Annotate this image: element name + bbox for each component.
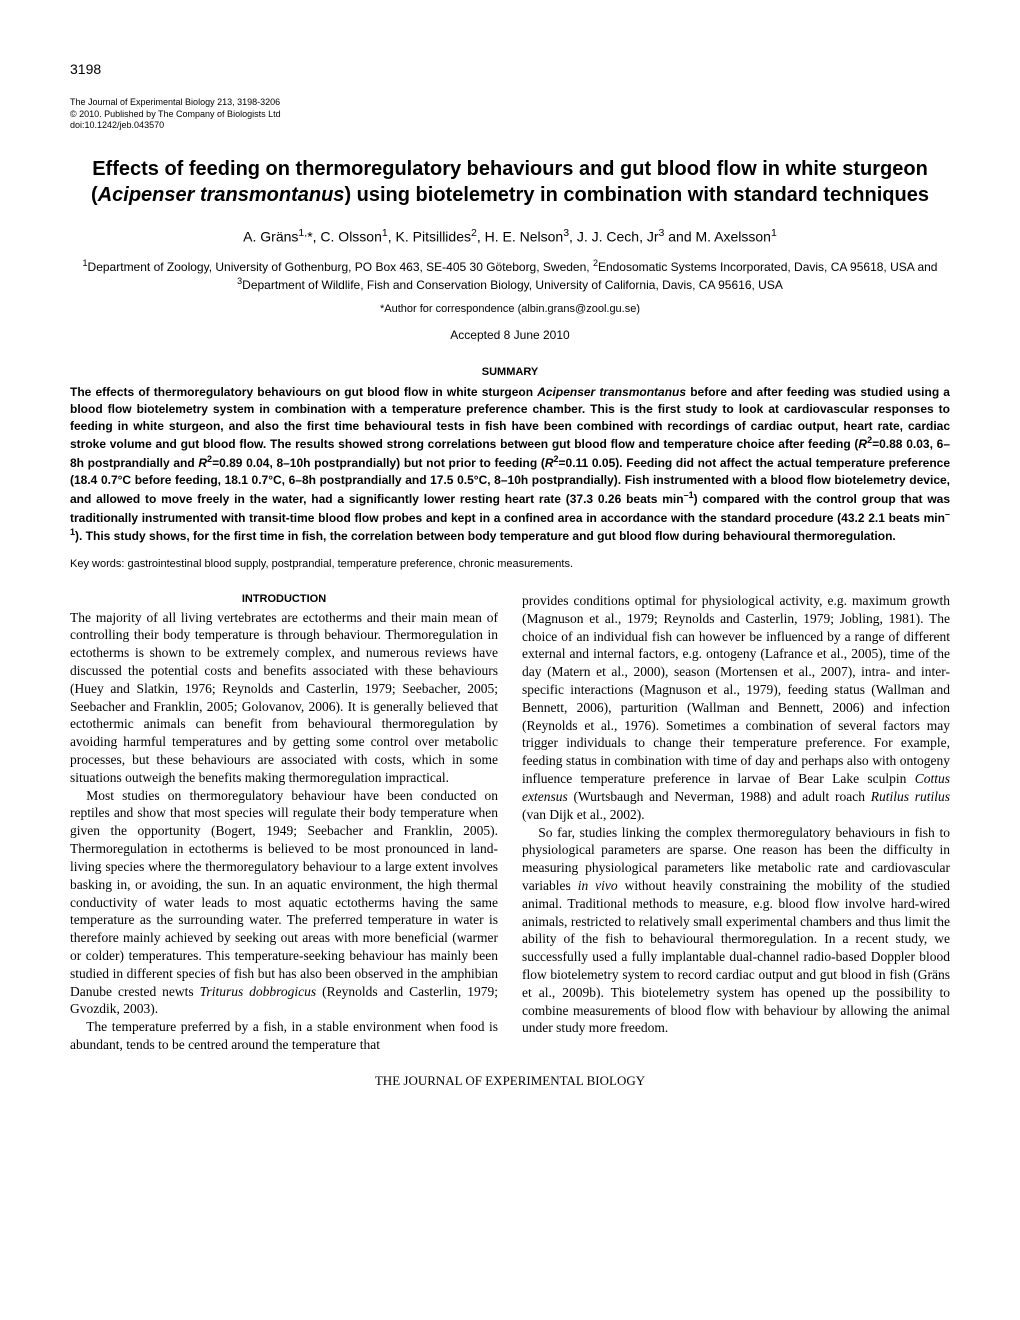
affiliations: 1Department of Zoology, University of Go… (70, 257, 950, 295)
body-paragraph: provides conditions optimal for physiolo… (522, 592, 950, 824)
keywords: Key words: gastrointestinal blood supply… (70, 557, 950, 572)
body-columns: INTRODUCTION The majority of all living … (70, 592, 950, 1054)
body-paragraph: Most studies on thermoregulatory behavio… (70, 787, 498, 1019)
summary-text: The effects of thermoregulatory behaviou… (70, 384, 950, 545)
journal-footer: THE JOURNAL OF EXPERIMENTAL BIOLOGY (70, 1072, 950, 1090)
page-number: 3198 (70, 60, 950, 79)
journal-meta-line: The Journal of Experimental Biology 213,… (70, 97, 950, 109)
body-paragraph: The majority of all living vertebrates a… (70, 609, 498, 787)
journal-metadata: The Journal of Experimental Biology 213,… (70, 97, 950, 132)
authors: A. Gräns1,*, C. Olsson1, K. Pitsillides2… (70, 226, 950, 247)
correspondence: *Author for correspondence (albin.grans@… (70, 302, 950, 317)
left-column: INTRODUCTION The majority of all living … (70, 592, 498, 1054)
summary-heading: SUMMARY (70, 365, 950, 380)
article-title: Effects of feeding on thermoregulatory b… (90, 156, 930, 208)
body-paragraph: The temperature preferred by a fish, in … (70, 1018, 498, 1054)
right-column: provides conditions optimal for physiolo… (522, 592, 950, 1054)
journal-meta-line: doi:10.1242/jeb.043570 (70, 120, 950, 132)
introduction-heading: INTRODUCTION (70, 592, 498, 607)
body-paragraph: So far, studies linking the complex ther… (522, 824, 950, 1038)
accepted-date: Accepted 8 June 2010 (70, 327, 950, 343)
journal-meta-line: © 2010. Published by The Company of Biol… (70, 109, 950, 121)
